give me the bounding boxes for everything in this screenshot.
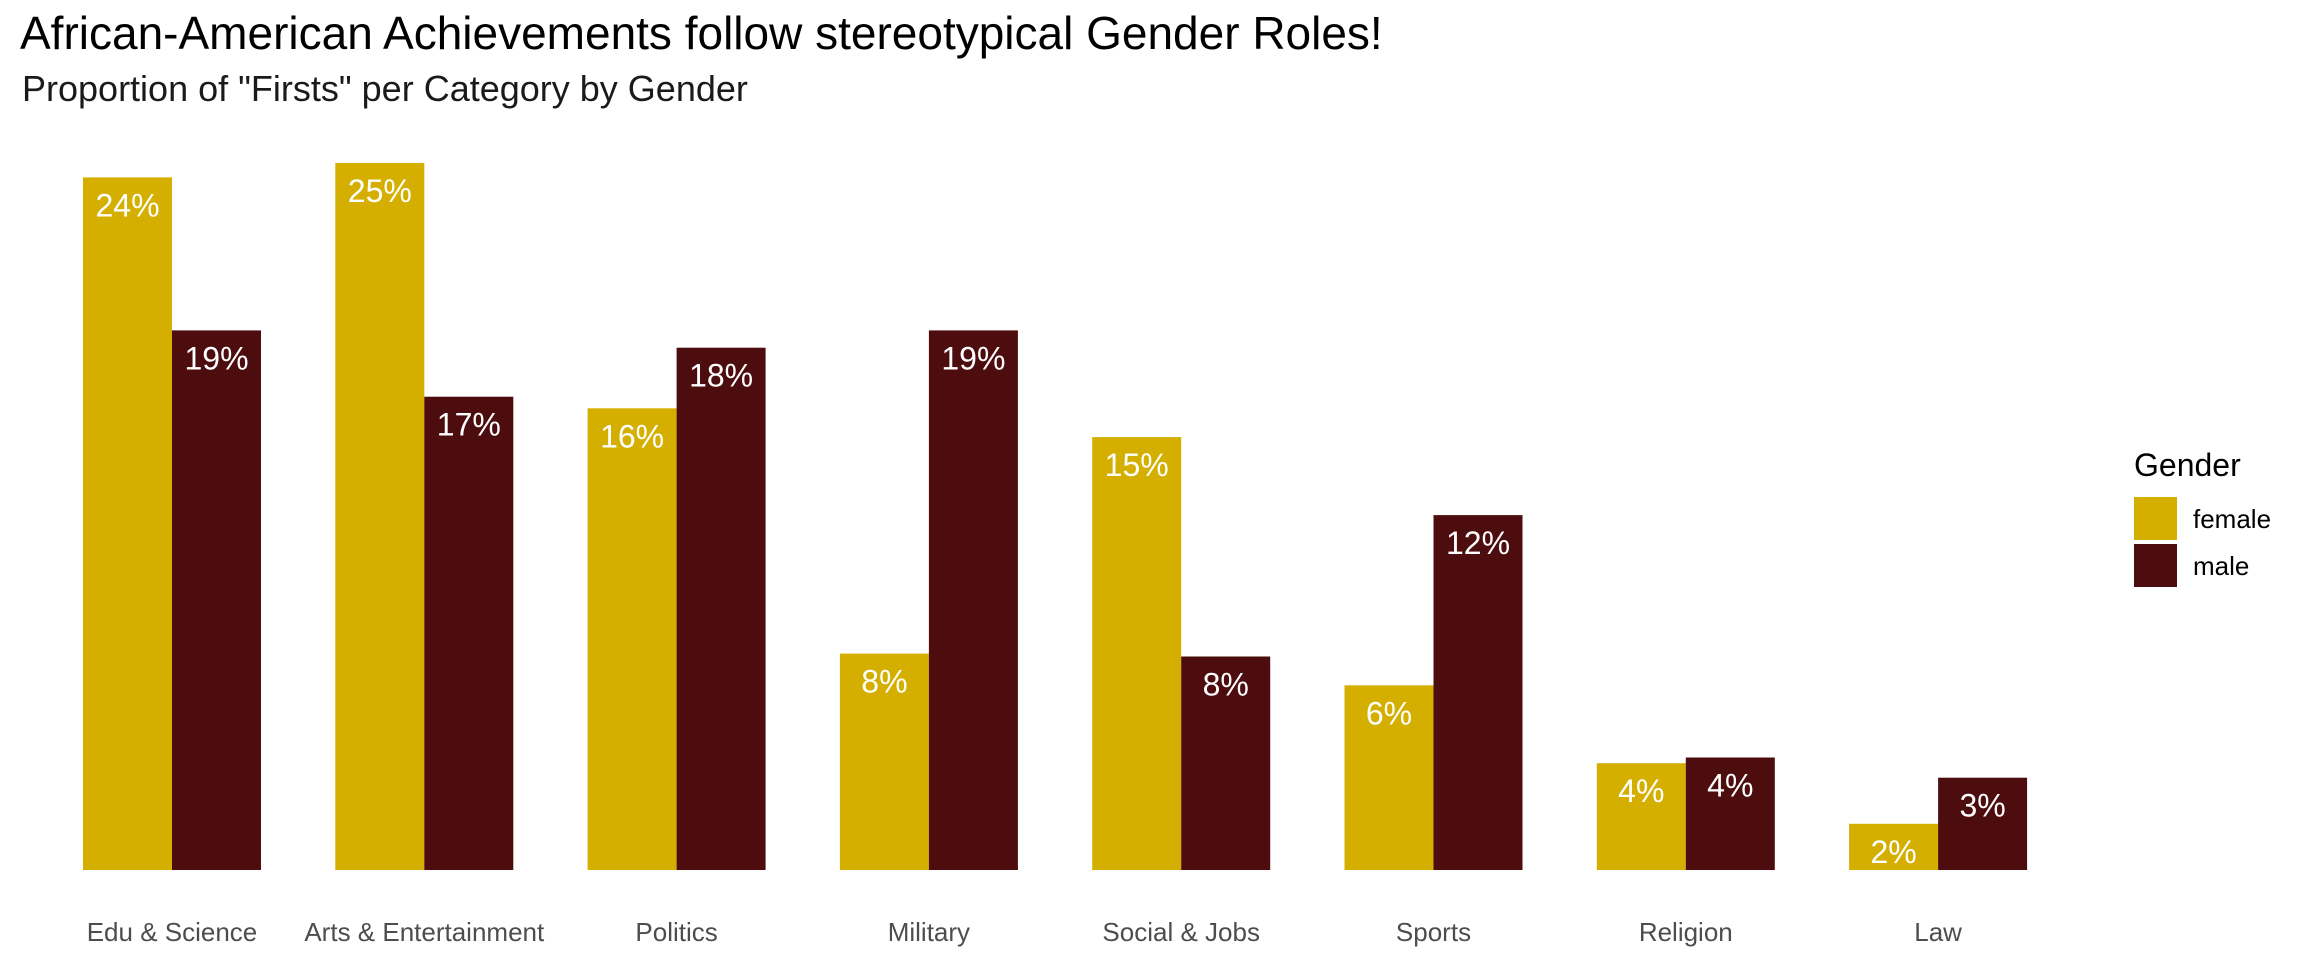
- legend-title: Gender: [2134, 447, 2241, 483]
- data-label-female-arts-and-entertainment: 25%: [348, 173, 412, 209]
- chart-subtitle: Proportion of "Firsts" per Category by G…: [22, 68, 748, 109]
- legend: Gender female male: [2134, 447, 2271, 587]
- legend-label-female: female: [2193, 504, 2271, 534]
- bar-female-law: [1849, 823, 1939, 870]
- data-label-female-politics: 16%: [600, 418, 664, 454]
- data-label-female-law: 2%: [1870, 834, 1916, 870]
- bar-male-sports: [1433, 515, 1523, 870]
- data-label-male-sports: 12%: [1446, 525, 1510, 561]
- bar-male-politics: [676, 347, 766, 870]
- bar-female-edu-and-science: [83, 177, 172, 870]
- bar-female-politics: [587, 408, 677, 870]
- legend-key-female: [2134, 497, 2177, 540]
- x-tick-label-religion: Religion: [1639, 917, 1733, 947]
- x-tick-label-arts-and-entertainment: Arts & Entertainment: [304, 917, 545, 947]
- data-label-female-social-and-jobs: 15%: [1105, 447, 1169, 483]
- data-label-male-edu-and-science: 19%: [184, 340, 248, 376]
- bar-female-religion: [1596, 763, 1686, 870]
- bar-male-edu-and-science: [172, 330, 261, 870]
- data-label-male-arts-and-entertainment: 17%: [437, 407, 501, 443]
- bar-male-arts-and-entertainment: [424, 396, 514, 870]
- x-tick-label-military: Military: [888, 917, 970, 947]
- data-label-male-politics: 18%: [689, 358, 753, 394]
- data-label-female-sports: 6%: [1366, 695, 1412, 731]
- bar-female-sports: [1344, 685, 1434, 870]
- legend-items: female male: [2134, 497, 2271, 587]
- data-label-male-military: 19%: [941, 340, 1005, 376]
- data-label-female-military: 8%: [861, 664, 907, 700]
- x-tick-label-social-and-jobs: Social & Jobs: [1102, 917, 1260, 947]
- bar-female-military: [839, 653, 929, 870]
- data-label-male-law: 3%: [1959, 788, 2005, 824]
- bar-labels-layer: 24% 19% 25% 17% 16% 18% 8% 19% 15% 8% 6% 12% 4% 4% 2% 3…: [95, 173, 2005, 870]
- data-label-male-religion: 4%: [1707, 768, 1753, 804]
- x-tick-label-edu-and-science: Edu & Science: [87, 917, 258, 947]
- x-axis-ticks: Edu & Science Arts & Entertainment Politic…: [87, 917, 1962, 947]
- bar-male-religion: [1685, 757, 1775, 870]
- data-label-female-edu-and-science: 24%: [95, 187, 159, 223]
- bars-layer: [83, 163, 2028, 870]
- bar-male-military: [928, 330, 1018, 870]
- x-tick-label-law: Law: [1914, 917, 1962, 947]
- bar-male-social-and-jobs: [1181, 656, 1271, 870]
- x-tick-label-sports: Sports: [1396, 917, 1471, 947]
- data-label-female-religion: 4%: [1618, 773, 1664, 809]
- legend-label-male: male: [2193, 551, 2249, 581]
- bar-female-social-and-jobs: [1092, 437, 1182, 870]
- bar-male-law: [1938, 777, 2028, 870]
- x-tick-label-politics: Politics: [635, 917, 717, 947]
- chart-title: African-American Achievements follow ste…: [20, 7, 1383, 59]
- legend-key-male: [2134, 544, 2177, 587]
- data-label-male-social-and-jobs: 8%: [1203, 667, 1249, 703]
- bar-female-arts-and-entertainment: [335, 163, 425, 870]
